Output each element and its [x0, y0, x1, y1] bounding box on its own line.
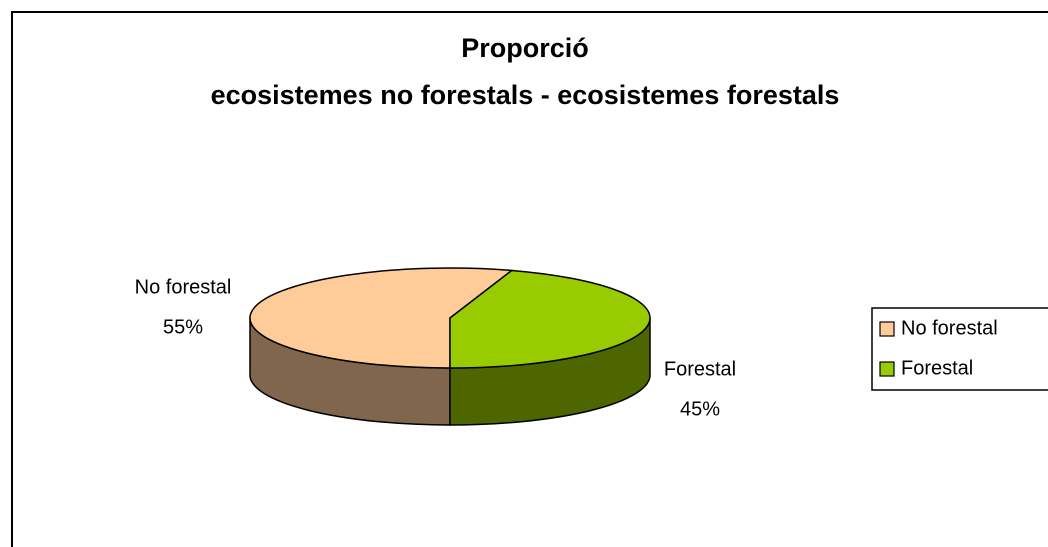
slice-value-label: 45% — [680, 398, 720, 420]
legend-swatch — [879, 321, 895, 337]
legend-label: Forestal — [901, 357, 973, 379]
pie-slice — [449, 269, 651, 369]
legend-box — [871, 307, 1048, 391]
chart-subtitle: ecosistemes no forestals - ecosistemes f… — [211, 80, 840, 110]
slice-value-label: 55% — [163, 316, 203, 338]
pie-slice — [249, 267, 514, 369]
legend-label: No forestal — [901, 317, 998, 339]
chart-title: Proporció — [461, 33, 589, 63]
legend-swatch — [879, 361, 895, 377]
slice-label: No forestal — [135, 276, 232, 298]
slice-label: Forestal — [664, 358, 736, 380]
